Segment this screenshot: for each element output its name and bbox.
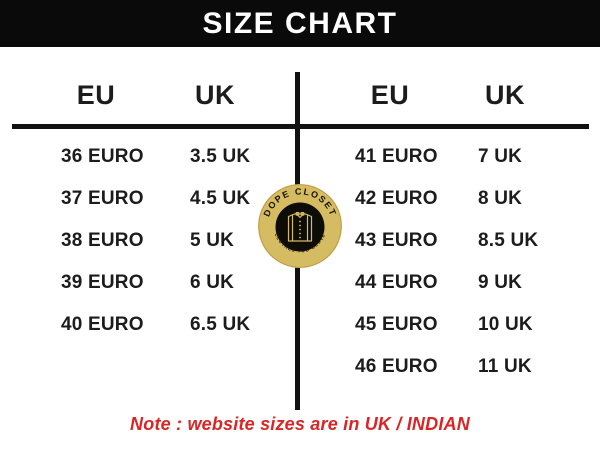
size-table-left: 36 EURO 3.5 UK 37 EURO 4.5 UK 38 EURO 5 … xyxy=(61,136,250,346)
uk-size-cell: 6 UK xyxy=(190,272,235,293)
dope-closet-logo: DOPE CLOSET CLOTHES YOU CRAVE xyxy=(257,183,343,269)
note-text: Note : website sizes are in UK / INDIAN xyxy=(130,414,470,434)
eu-size-cell: 45 EURO xyxy=(355,314,438,335)
eu-size-cell: 36 EURO xyxy=(61,146,144,167)
uk-size-cell: 6.5 UK xyxy=(190,314,251,335)
logo-badge: DOPE CLOSET CLOTHES YOU CRAVE xyxy=(258,184,342,268)
uk-size-cell: 8 UK xyxy=(478,188,523,209)
uk-size-cell: 9 UK xyxy=(478,272,523,293)
table-row: 41 EURO 7 UK xyxy=(355,136,538,178)
table-row: 38 EURO 5 UK xyxy=(61,220,250,262)
horizontal-divider xyxy=(12,124,589,129)
uk-size-cell: 3.5 UK xyxy=(190,146,251,167)
table-row: 39 EURO 6 UK xyxy=(61,262,250,304)
uk-size-cell: 4.5 UK xyxy=(190,188,251,209)
column-header-uk-right: UK xyxy=(485,80,525,110)
table-row: 40 EURO 6.5 UK xyxy=(61,304,250,346)
uk-size-cell: 5 UK xyxy=(190,230,235,251)
page-title: SIZE CHART xyxy=(202,6,398,40)
eu-size-cell: 46 EURO xyxy=(355,356,438,377)
eu-size-cell: 39 EURO xyxy=(61,272,144,293)
table-row: 45 EURO 10 UK xyxy=(355,304,538,346)
eu-size-cell: 43 EURO xyxy=(355,230,438,251)
table-row: 42 EURO 8 UK xyxy=(355,178,538,220)
eu-size-cell: 41 EURO xyxy=(355,146,438,167)
column-header-uk-left: UK xyxy=(195,80,235,110)
eu-size-cell: 37 EURO xyxy=(61,188,144,209)
column-header-eu-left: EU xyxy=(76,80,116,110)
badge-inner-circle xyxy=(275,202,325,252)
badge-rim xyxy=(258,184,342,268)
uk-size-cell: 8.5 UK xyxy=(478,230,539,251)
jacket-icon xyxy=(287,212,313,242)
uk-size-cell: 7 UK xyxy=(478,146,523,167)
table-row: 46 EURO 11 UK xyxy=(355,346,538,388)
uk-size-cell: 10 UK xyxy=(478,314,533,335)
jacket-buttons xyxy=(299,220,301,239)
uk-size-cell: 11 UK xyxy=(478,356,532,377)
eu-size-cell: 38 EURO xyxy=(61,230,144,251)
table-row: 37 EURO 4.5 UK xyxy=(61,178,250,220)
title-bar: SIZE CHART xyxy=(0,0,600,47)
eu-size-cell: 42 EURO xyxy=(355,188,438,209)
size-table-right: 41 EURO 7 UK 42 EURO 8 UK 43 EURO 8.5 UK… xyxy=(355,136,538,388)
table-row: 43 EURO 8.5 UK xyxy=(355,220,538,262)
table-row: 36 EURO 3.5 UK xyxy=(61,136,250,178)
table-row: 44 EURO 9 UK xyxy=(355,262,538,304)
eu-size-cell: 44 EURO xyxy=(355,272,438,293)
column-header-eu-right: EU xyxy=(370,80,410,110)
eu-size-cell: 40 EURO xyxy=(61,314,144,335)
